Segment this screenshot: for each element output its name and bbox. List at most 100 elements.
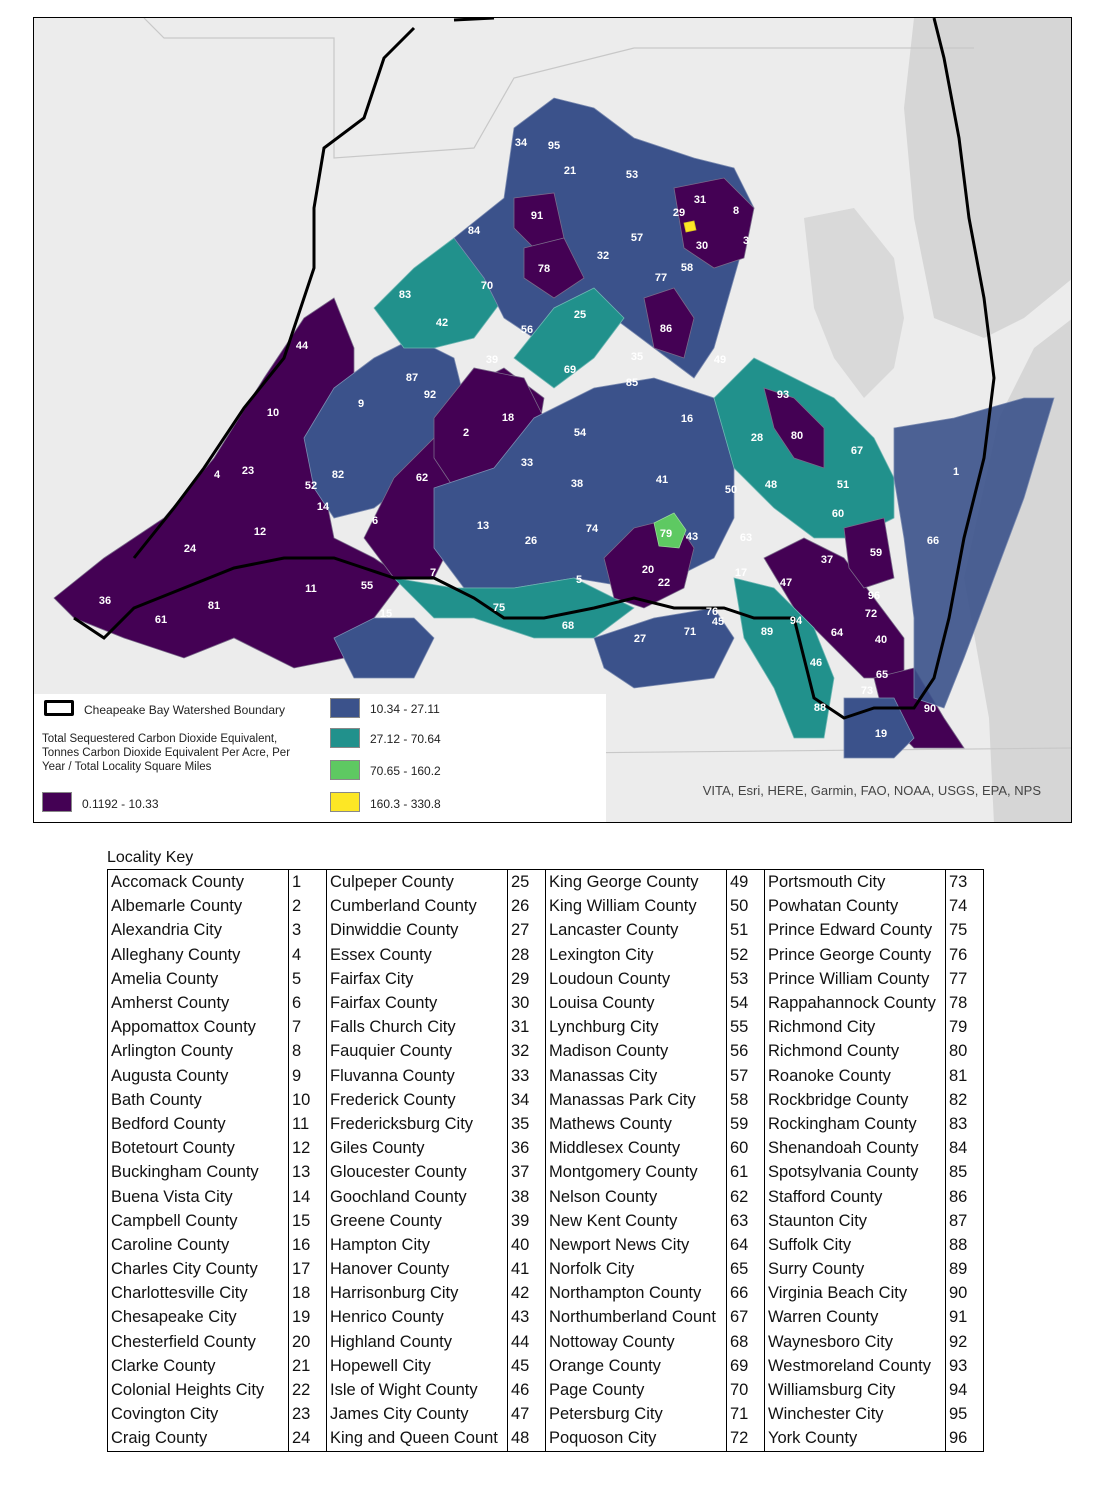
locality-number: 17 bbox=[288, 1257, 327, 1282]
locality-number: 30 bbox=[507, 990, 546, 1016]
locality-name: Norfolk City bbox=[545, 1257, 727, 1282]
locality-number: 92 bbox=[945, 1329, 984, 1354]
locality-label-43: 43 bbox=[686, 531, 698, 543]
locality-number: 58 bbox=[726, 1087, 765, 1112]
locality-label-1: 1 bbox=[953, 466, 959, 478]
locality-label-80: 80 bbox=[791, 430, 803, 442]
locality-key-title: Locality Key bbox=[107, 849, 194, 866]
locality-name: Manassas City bbox=[545, 1063, 727, 1088]
region-stafford-purple bbox=[643, 287, 695, 359]
locality-label-25: 25 bbox=[574, 309, 586, 321]
locality-number: 72 bbox=[726, 1426, 765, 1452]
locality-name: Page County bbox=[545, 1377, 727, 1403]
locality-number: 61 bbox=[726, 1160, 765, 1185]
locality-number: 40 bbox=[507, 1232, 546, 1257]
locality-number: 46 bbox=[507, 1377, 546, 1403]
locality-number: 62 bbox=[726, 1184, 765, 1209]
locality-label-40: 40 bbox=[875, 634, 887, 646]
locality-label-69: 69 bbox=[564, 364, 576, 376]
locality-name: Hampton City bbox=[326, 1232, 508, 1257]
locality-label-93: 93 bbox=[777, 389, 789, 401]
locality-number: 54 bbox=[726, 990, 765, 1016]
locality-label-38: 38 bbox=[571, 478, 583, 490]
locality-name: Richmond County bbox=[764, 1039, 946, 1064]
locality-label-51: 51 bbox=[837, 479, 849, 491]
locality-number: 56 bbox=[726, 1039, 765, 1064]
key-row: Campbell County 15 Greene County 39 New Kent… bbox=[107, 1208, 984, 1233]
key-row: Albemarle County 2 Cumberland County 26 King… bbox=[107, 894, 984, 919]
locality-name: Manassas Park City bbox=[545, 1087, 727, 1112]
region-fairfax-city-yellow bbox=[683, 220, 697, 233]
locality-label-8: 8 bbox=[733, 205, 739, 217]
locality-label-57: 57 bbox=[631, 232, 643, 244]
locality-number: 83 bbox=[945, 1111, 984, 1137]
locality-name: Accomack County bbox=[107, 869, 289, 895]
locality-label-83: 83 bbox=[399, 289, 411, 301]
locality-label-35: 35 bbox=[631, 351, 643, 363]
locality-label-75: 75 bbox=[493, 602, 505, 614]
key-row: Bedford County 11 Fredericksburg City 35 Mat… bbox=[107, 1111, 984, 1137]
key-row: Amherst County 6 Fairfax County 30 Louisa Co… bbox=[107, 990, 984, 1016]
locality-number: 1 bbox=[288, 869, 327, 895]
locality-label-23: 23 bbox=[242, 465, 254, 477]
locality-name: Highland County bbox=[326, 1329, 508, 1354]
locality-name: Mathews County bbox=[545, 1111, 727, 1137]
locality-label-73: 73 bbox=[861, 685, 873, 697]
locality-label-11: 11 bbox=[305, 583, 317, 595]
locality-label-21: 21 bbox=[564, 165, 576, 177]
locality-label-14: 14 bbox=[317, 501, 330, 513]
locality-name: Essex County bbox=[326, 942, 508, 967]
locality-label-7: 7 bbox=[430, 567, 436, 579]
locality-number: 47 bbox=[507, 1402, 546, 1427]
locality-number: 96 bbox=[945, 1426, 984, 1452]
locality-label-72: 72 bbox=[865, 608, 877, 620]
class5-swatch bbox=[330, 792, 360, 812]
region-richmond-county-purple bbox=[763, 387, 825, 469]
locality-number: 53 bbox=[726, 966, 765, 991]
locality-label-74: 74 bbox=[586, 523, 599, 535]
locality-number: 77 bbox=[945, 966, 984, 991]
key-row: Craig County 24 King and Queen Count 48 Poqu… bbox=[107, 1426, 984, 1452]
locality-number: 35 bbox=[507, 1111, 546, 1137]
key-row: Covington City 23 James City County 47 Peter… bbox=[107, 1402, 984, 1427]
class1-label: 0.1192 - 10.33 bbox=[82, 797, 159, 811]
locality-label-60: 60 bbox=[832, 508, 844, 520]
locality-label-19: 19 bbox=[875, 728, 887, 740]
locality-number: 74 bbox=[945, 894, 984, 919]
locality-number: 94 bbox=[945, 1377, 984, 1403]
locality-name: Northumberland Count bbox=[545, 1305, 727, 1330]
locality-number: 81 bbox=[945, 1063, 984, 1088]
locality-label-70: 70 bbox=[481, 280, 493, 292]
locality-name: Waynesboro City bbox=[764, 1329, 946, 1354]
locality-label-65: 65 bbox=[876, 669, 888, 681]
locality-label-29: 29 bbox=[673, 207, 685, 219]
locality-number: 66 bbox=[726, 1281, 765, 1306]
locality-name: York County bbox=[764, 1426, 946, 1452]
locality-number: 36 bbox=[507, 1136, 546, 1161]
locality-number: 68 bbox=[726, 1329, 765, 1354]
locality-label-55: 55 bbox=[361, 580, 373, 592]
locality-label-31: 31 bbox=[694, 194, 706, 206]
locality-name: Rockingham County bbox=[764, 1111, 946, 1137]
locality-label-33: 33 bbox=[521, 457, 533, 469]
locality-number: 12 bbox=[288, 1136, 327, 1161]
locality-number: 2 bbox=[288, 894, 327, 919]
locality-number: 63 bbox=[726, 1208, 765, 1233]
locality-number: 88 bbox=[945, 1232, 984, 1257]
locality-label-84: 84 bbox=[468, 225, 481, 237]
locality-name: Louisa County bbox=[545, 990, 727, 1016]
locality-label-27: 27 bbox=[634, 633, 646, 645]
locality-label-12: 12 bbox=[254, 526, 266, 538]
locality-key-table: Accomack County 1 Culpeper County 25 King Ge… bbox=[107, 869, 984, 1452]
locality-name: Fairfax City bbox=[326, 966, 508, 991]
locality-name: Culpeper County bbox=[326, 869, 508, 895]
locality-label-56: 56 bbox=[521, 324, 533, 336]
locality-name: Newport News City bbox=[545, 1232, 727, 1257]
locality-label-16: 16 bbox=[681, 413, 693, 425]
locality-number: 9 bbox=[288, 1063, 327, 1088]
locality-number: 6 bbox=[288, 990, 327, 1016]
locality-number: 95 bbox=[945, 1402, 984, 1427]
locality-name: Amherst County bbox=[107, 990, 289, 1016]
locality-label-45: 45 bbox=[712, 616, 724, 628]
class3-label: 27.12 - 70.64 bbox=[370, 732, 441, 746]
